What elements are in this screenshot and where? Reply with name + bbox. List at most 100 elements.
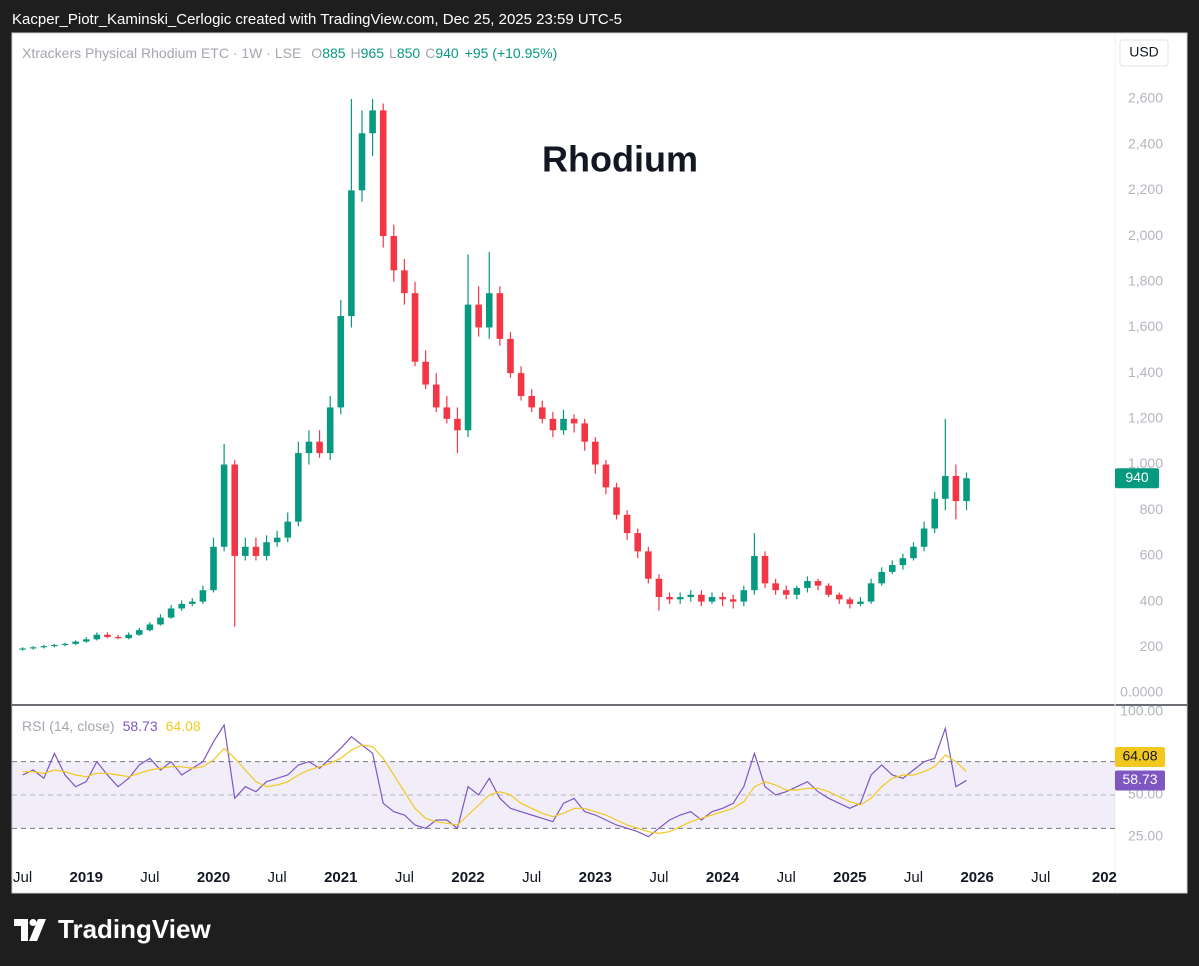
candle-body [645, 551, 652, 579]
candle-body [507, 338, 514, 374]
candle-body [878, 571, 885, 584]
candle-body [761, 555, 769, 584]
candle-body [963, 478, 970, 502]
candle-body [846, 599, 854, 604]
candle-body [634, 533, 642, 552]
ohlc-label: O [311, 45, 322, 61]
ohlc-label: L [389, 45, 397, 61]
candle-body [369, 110, 376, 134]
x-tick-label: Jul [649, 869, 668, 886]
candle-body [782, 590, 790, 595]
candle-body [125, 634, 132, 639]
candle-body [104, 634, 111, 638]
change: +95 (+10.95%) [465, 45, 558, 61]
candle-body [485, 293, 493, 328]
rsi-legend: RSI (14, close) 58.73 64.08 [22, 718, 201, 734]
y-tick-label: 2,200 [1128, 181, 1163, 197]
ohlc-value: 850 [397, 45, 421, 61]
price-tag-label: 940 [1125, 469, 1149, 485]
candle-body [443, 407, 451, 419]
y-tick-label: 800 [1140, 501, 1164, 517]
candle-body [528, 395, 535, 408]
footer-brand: TradingView [58, 914, 211, 944]
candle-body [284, 521, 292, 538]
candle-body [40, 646, 48, 648]
candle-body [899, 558, 907, 566]
x-tick-label: Jul [268, 869, 287, 886]
candle-body [114, 637, 122, 639]
candle-body [942, 475, 949, 499]
candle-body [273, 537, 281, 543]
x-tick-label: Jul [522, 869, 541, 886]
rsi-tag [1115, 747, 1165, 767]
candle-body [337, 316, 345, 408]
candle-body [592, 441, 599, 465]
candle-body [326, 407, 334, 454]
candle-body [729, 599, 737, 602]
candle-body [252, 546, 260, 556]
candle-body [454, 418, 461, 431]
candle-body [242, 546, 249, 556]
price-legend: Xtrackers Physical Rhodium ETC · 1W · LS… [22, 45, 557, 61]
rsi-line [22, 744, 967, 834]
candle-body [496, 293, 504, 339]
y-tick-label: 200 [1140, 638, 1164, 654]
candle-body [411, 293, 419, 362]
header: Kacper_Piotr_Kaminski_Cerlogic created w… [12, 11, 622, 28]
x-tick-label: 2019 [70, 869, 103, 886]
x-tick-label: 2020 [197, 869, 230, 886]
x-tick-label: 2024 [706, 869, 740, 886]
candle-body [857, 601, 864, 604]
rsi-line [22, 723, 967, 838]
price-tag [1115, 468, 1159, 489]
ohlc-label: C [425, 45, 435, 61]
ohlc-value: 965 [361, 45, 385, 61]
candle-body [698, 594, 705, 602]
rsi-title: RSI (14, close) [22, 718, 115, 734]
x-tick-label: 202 [1092, 869, 1117, 886]
x-tick-label: 2021 [324, 869, 357, 886]
currency-button[interactable] [1119, 39, 1169, 67]
candle-body [210, 546, 217, 591]
candle-body [613, 487, 620, 515]
chart-title: Rhodium [542, 139, 698, 180]
candle-body [687, 594, 695, 598]
candle-body [432, 384, 440, 408]
y-tick-label: 2,000 [1128, 227, 1163, 243]
candle-body [719, 597, 726, 600]
candle-body [220, 464, 228, 547]
candle-body [475, 304, 482, 328]
rsi-tag [1115, 770, 1165, 791]
y-tick-label: 600 [1140, 547, 1164, 563]
candle-body [263, 542, 270, 556]
candle-body [199, 590, 207, 602]
candle-body [61, 643, 69, 646]
rsi-tag-label: 58.73 [1122, 771, 1157, 787]
x-tick-label: 2023 [579, 869, 612, 886]
candle-body [570, 418, 578, 424]
y-tick-label: 2,600 [1128, 90, 1163, 106]
ohlc-label: H [351, 45, 361, 61]
candle-body [676, 597, 684, 600]
rsi-tick-label: 100.00 [1120, 702, 1163, 718]
rsi-value: 64.08 [166, 718, 201, 734]
candle-body [390, 236, 398, 271]
candle-body [135, 630, 143, 635]
candle-body [231, 464, 239, 556]
candle-body [157, 617, 164, 625]
candle-body [804, 581, 811, 588]
y-tick-label: 1,000 [1128, 455, 1163, 471]
candle-body [772, 583, 779, 591]
candle-body [72, 641, 79, 644]
candle-body [295, 453, 302, 522]
candle-body [464, 304, 472, 431]
candle-body [539, 407, 546, 419]
candle-body [910, 546, 917, 559]
x-tick-label: Jul [140, 869, 159, 886]
candle-body [708, 597, 716, 602]
x-tick-label: Jul [904, 869, 923, 886]
candle-body [814, 581, 822, 586]
candle-body [401, 270, 408, 294]
rsi-tag-label: 64.08 [1122, 748, 1157, 764]
